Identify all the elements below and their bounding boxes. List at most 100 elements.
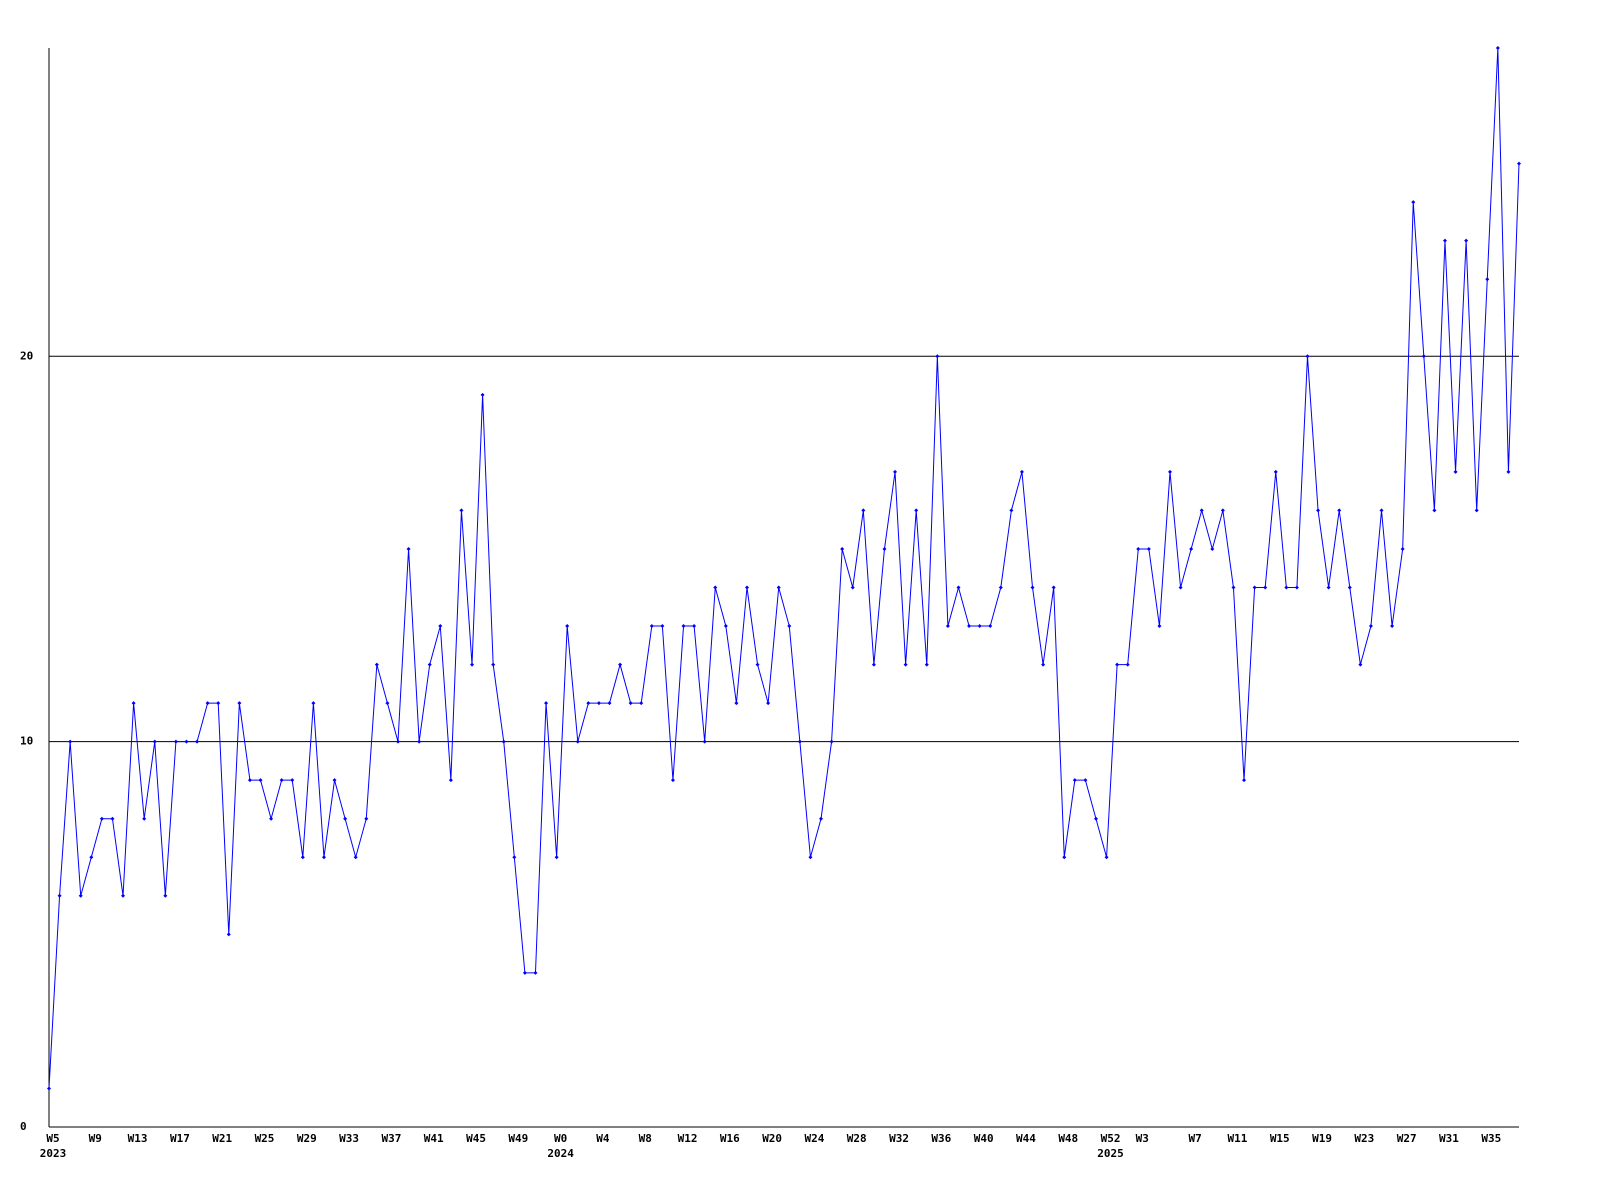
point-marker [924, 662, 929, 667]
point-marker [353, 855, 358, 860]
point-marker [1115, 662, 1120, 667]
point-marker [945, 624, 950, 629]
point-marker [1305, 354, 1310, 359]
point-marker [321, 855, 326, 860]
point-marker [512, 855, 517, 860]
point-marker [1019, 469, 1024, 474]
point-marker [956, 585, 961, 590]
point-marker [1210, 546, 1215, 551]
point-marker [850, 585, 855, 590]
point-marker [649, 624, 654, 629]
point-marker [702, 739, 707, 744]
point-marker [1104, 855, 1109, 860]
point-marker [840, 546, 845, 551]
x-tick-label: W44 [1016, 1132, 1036, 1145]
x-tick-label: W13 [128, 1132, 148, 1145]
point-marker [1337, 508, 1342, 513]
x-tick-label: W28 [847, 1132, 867, 1145]
point-marker [459, 508, 464, 513]
point-marker [1485, 277, 1490, 282]
point-marker [787, 624, 792, 629]
point-marker [269, 816, 274, 821]
point-marker [607, 701, 612, 706]
point-marker [57, 893, 62, 898]
point-marker [766, 701, 771, 706]
point-marker [417, 739, 422, 744]
point-marker [300, 855, 305, 860]
x-tick-label: W40 [974, 1132, 994, 1145]
point-marker [628, 701, 633, 706]
point-marker [1231, 585, 1236, 590]
y-tick-label: 10 [20, 735, 33, 748]
point-marker [121, 893, 126, 898]
point-marker [448, 778, 453, 783]
point-marker [438, 624, 443, 629]
x-tick-label: W45 [466, 1132, 486, 1145]
point-marker [1474, 508, 1479, 513]
point-marker [988, 624, 993, 629]
x-tick-label: W0 [554, 1132, 567, 1145]
point-marker [311, 701, 316, 706]
x-tick-label: W27 [1397, 1132, 1417, 1145]
x-year-label: 2024 [547, 1147, 574, 1160]
point-marker [332, 778, 337, 783]
x-tick-label: W17 [170, 1132, 190, 1145]
x-tick-label: W9 [89, 1132, 102, 1145]
x-tick-label: W33 [339, 1132, 359, 1145]
x-year-label: 2025 [1097, 1147, 1124, 1160]
point-marker [226, 932, 231, 937]
point-marker [501, 739, 506, 744]
point-marker [247, 778, 252, 783]
series-line [48, 47, 1520, 1089]
point-marker [1358, 662, 1363, 667]
point-marker [596, 701, 601, 706]
point-marker [1326, 585, 1331, 590]
point-marker [1199, 508, 1204, 513]
x-tick-label: W52 [1101, 1132, 1121, 1145]
point-marker [639, 701, 644, 706]
x-tick-label: W19 [1312, 1132, 1332, 1145]
point-marker [343, 816, 348, 821]
point-marker [152, 739, 157, 744]
point-marker [903, 662, 908, 667]
point-marker [99, 816, 104, 821]
point-marker [744, 585, 749, 590]
point-marker [1517, 161, 1521, 166]
point-marker [163, 893, 168, 898]
point-marker [998, 585, 1003, 590]
point-marker [491, 662, 496, 667]
x-tick-label: W5 [46, 1132, 59, 1145]
point-marker [1294, 585, 1299, 590]
point-marker [258, 778, 263, 783]
y-tick-label: 0 [20, 1120, 27, 1133]
x-tick-label: W25 [255, 1132, 275, 1145]
point-marker [554, 855, 559, 860]
x-tick-label: W36 [931, 1132, 951, 1145]
point-marker [1347, 585, 1352, 590]
point-marker [1495, 46, 1500, 50]
point-marker [882, 546, 887, 551]
point-marker [1506, 469, 1511, 474]
point-marker [1411, 200, 1416, 205]
point-marker [1178, 585, 1183, 590]
x-tick-label: W35 [1481, 1132, 1501, 1145]
point-marker [967, 624, 972, 629]
point-marker [660, 624, 665, 629]
point-marker [755, 662, 760, 667]
point-marker [279, 778, 284, 783]
y-tick-label: 20 [20, 349, 33, 362]
point-marker [1368, 624, 1373, 629]
x-tick-label: W49 [508, 1132, 528, 1145]
point-marker [776, 585, 781, 590]
x-tick-label: W16 [720, 1132, 740, 1145]
point-marker [1030, 585, 1035, 590]
x-tick-label: W11 [1228, 1132, 1248, 1145]
x-tick-label: W7 [1189, 1132, 1202, 1145]
point-marker [1168, 469, 1173, 474]
point-marker [861, 508, 866, 513]
point-marker [977, 624, 982, 629]
point-marker [586, 701, 591, 706]
point-marker [1263, 585, 1268, 590]
point-marker [364, 816, 369, 821]
